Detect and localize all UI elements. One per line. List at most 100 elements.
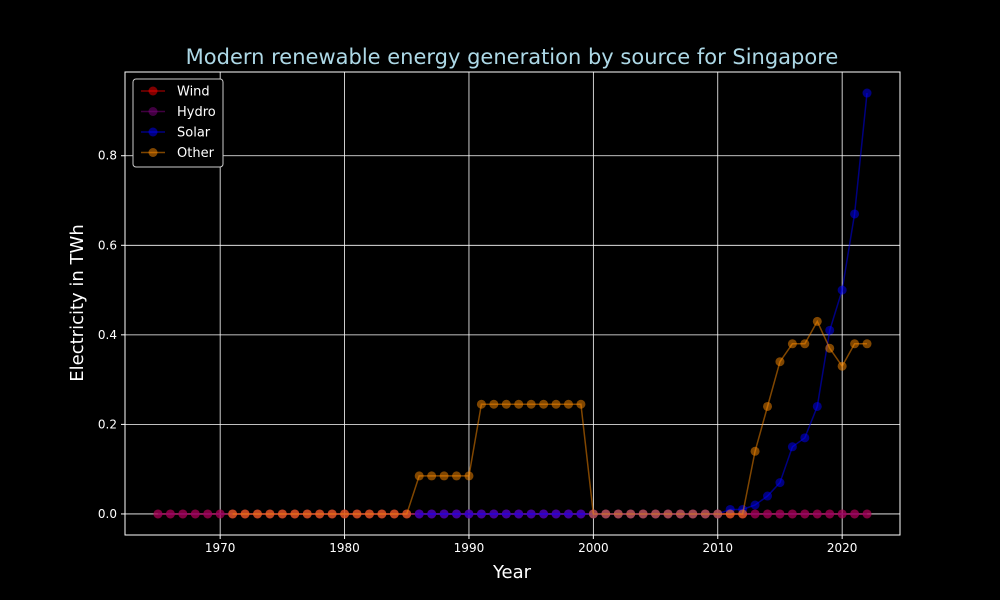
data-point-solar [526,509,536,519]
x-tick-label: 2020 [827,541,858,555]
data-point-solar [563,509,573,519]
data-point-other [775,357,785,367]
data-point-hydro [812,509,822,519]
data-point-other [452,471,462,481]
data-point-solar [452,509,462,519]
data-point-solar [837,285,847,295]
data-point-other [277,509,287,519]
data-point-hydro [178,509,188,519]
data-point-solar [414,509,424,519]
data-point-other [514,399,524,409]
data-point-solar [439,509,449,519]
data-point-other [476,399,486,409]
legend-label-other: Other [177,146,215,161]
data-point-other [290,509,300,519]
data-point-solar [825,325,835,335]
data-point-hydro [850,509,860,519]
series [153,88,872,519]
data-point-other [825,343,835,353]
legend-marker-hydro [148,107,158,116]
data-point-solar [763,491,773,501]
data-point-other [837,361,847,371]
legend-marker-solar [148,127,158,137]
data-point-solar [476,509,486,519]
data-point-other [738,509,748,519]
data-point-other [638,509,648,519]
data-point-other [551,399,561,409]
data-point-other [700,509,710,519]
legend-label-solar: Solar [177,126,211,141]
data-point-other [663,509,673,519]
legend: Wind Hydro Solar Other [132,78,224,168]
data-point-solar [464,509,474,519]
data-point-solar [750,500,760,510]
data-point-other [427,471,437,481]
data-point-hydro [153,509,163,519]
y-tick-label: 0.6 [98,238,117,252]
series-other [228,316,872,519]
data-point-other [315,509,325,519]
data-point-solar [775,478,785,488]
data-point-other [800,339,810,349]
data-point-hydro [165,509,175,519]
axis-ticks: 1970 1980 1990 2000 2010 2020 0.0 0.2 0.4 0.6 0.8 [98,149,858,555]
legend-entry-other: Other [141,146,215,161]
data-point-hydro [787,509,797,519]
data-point-hydro [775,509,785,519]
data-point-other [613,509,623,519]
data-point-other [539,399,549,409]
data-point-solar [576,509,586,519]
data-point-solar [800,433,810,443]
data-point-solar [850,209,860,219]
data-point-solar [862,88,872,98]
data-point-other [576,399,586,409]
data-point-solar [489,509,499,519]
data-point-other [626,509,636,519]
legend-label-hydro: Hydro [177,105,216,120]
y-tick-label: 0.4 [98,328,117,342]
legend-marker-wind [148,86,158,96]
x-tick-label: 1990 [454,541,485,555]
chart-title: Modern renewable energy generation by so… [186,45,839,69]
data-point-hydro [215,509,225,519]
data-point-other [340,509,350,519]
data-point-other [850,339,860,349]
data-point-other [563,399,573,409]
legend-box [132,78,224,168]
data-point-other [402,509,412,519]
data-point-other [763,401,773,411]
data-point-hydro [837,509,847,519]
y-tick-label: 0.8 [98,149,117,163]
data-point-other [439,471,449,481]
data-point-other [489,399,499,409]
data-point-other [526,399,536,409]
data-point-solar [501,509,511,519]
data-point-hydro [825,509,835,519]
x-tick-label: 2010 [702,541,733,555]
legend-label-wind: Wind [177,85,210,100]
data-point-other [675,509,685,519]
y-axis-label: Electricity in TWh [67,224,88,381]
data-point-other [862,339,872,349]
data-point-other [588,509,598,519]
data-point-other [464,471,474,481]
y-tick-label: 0.2 [98,417,117,431]
data-point-other [713,509,723,519]
data-point-hydro [203,509,213,519]
data-point-hydro [750,509,760,519]
data-point-other [501,399,511,409]
x-tick-label: 1970 [205,541,236,555]
data-point-solar [812,401,822,411]
data-point-other [651,509,661,519]
legend-entry-hydro: Hydro [141,105,216,120]
data-point-hydro [190,509,200,519]
legend-entry-solar: Solar [141,126,211,141]
data-point-other [377,509,387,519]
data-point-solar [787,442,797,452]
data-point-other [601,509,611,519]
x-tick-label: 1980 [329,541,360,555]
legend-marker-other [148,148,158,157]
x-axis-label: Year [492,562,532,583]
data-point-solar [427,509,437,519]
